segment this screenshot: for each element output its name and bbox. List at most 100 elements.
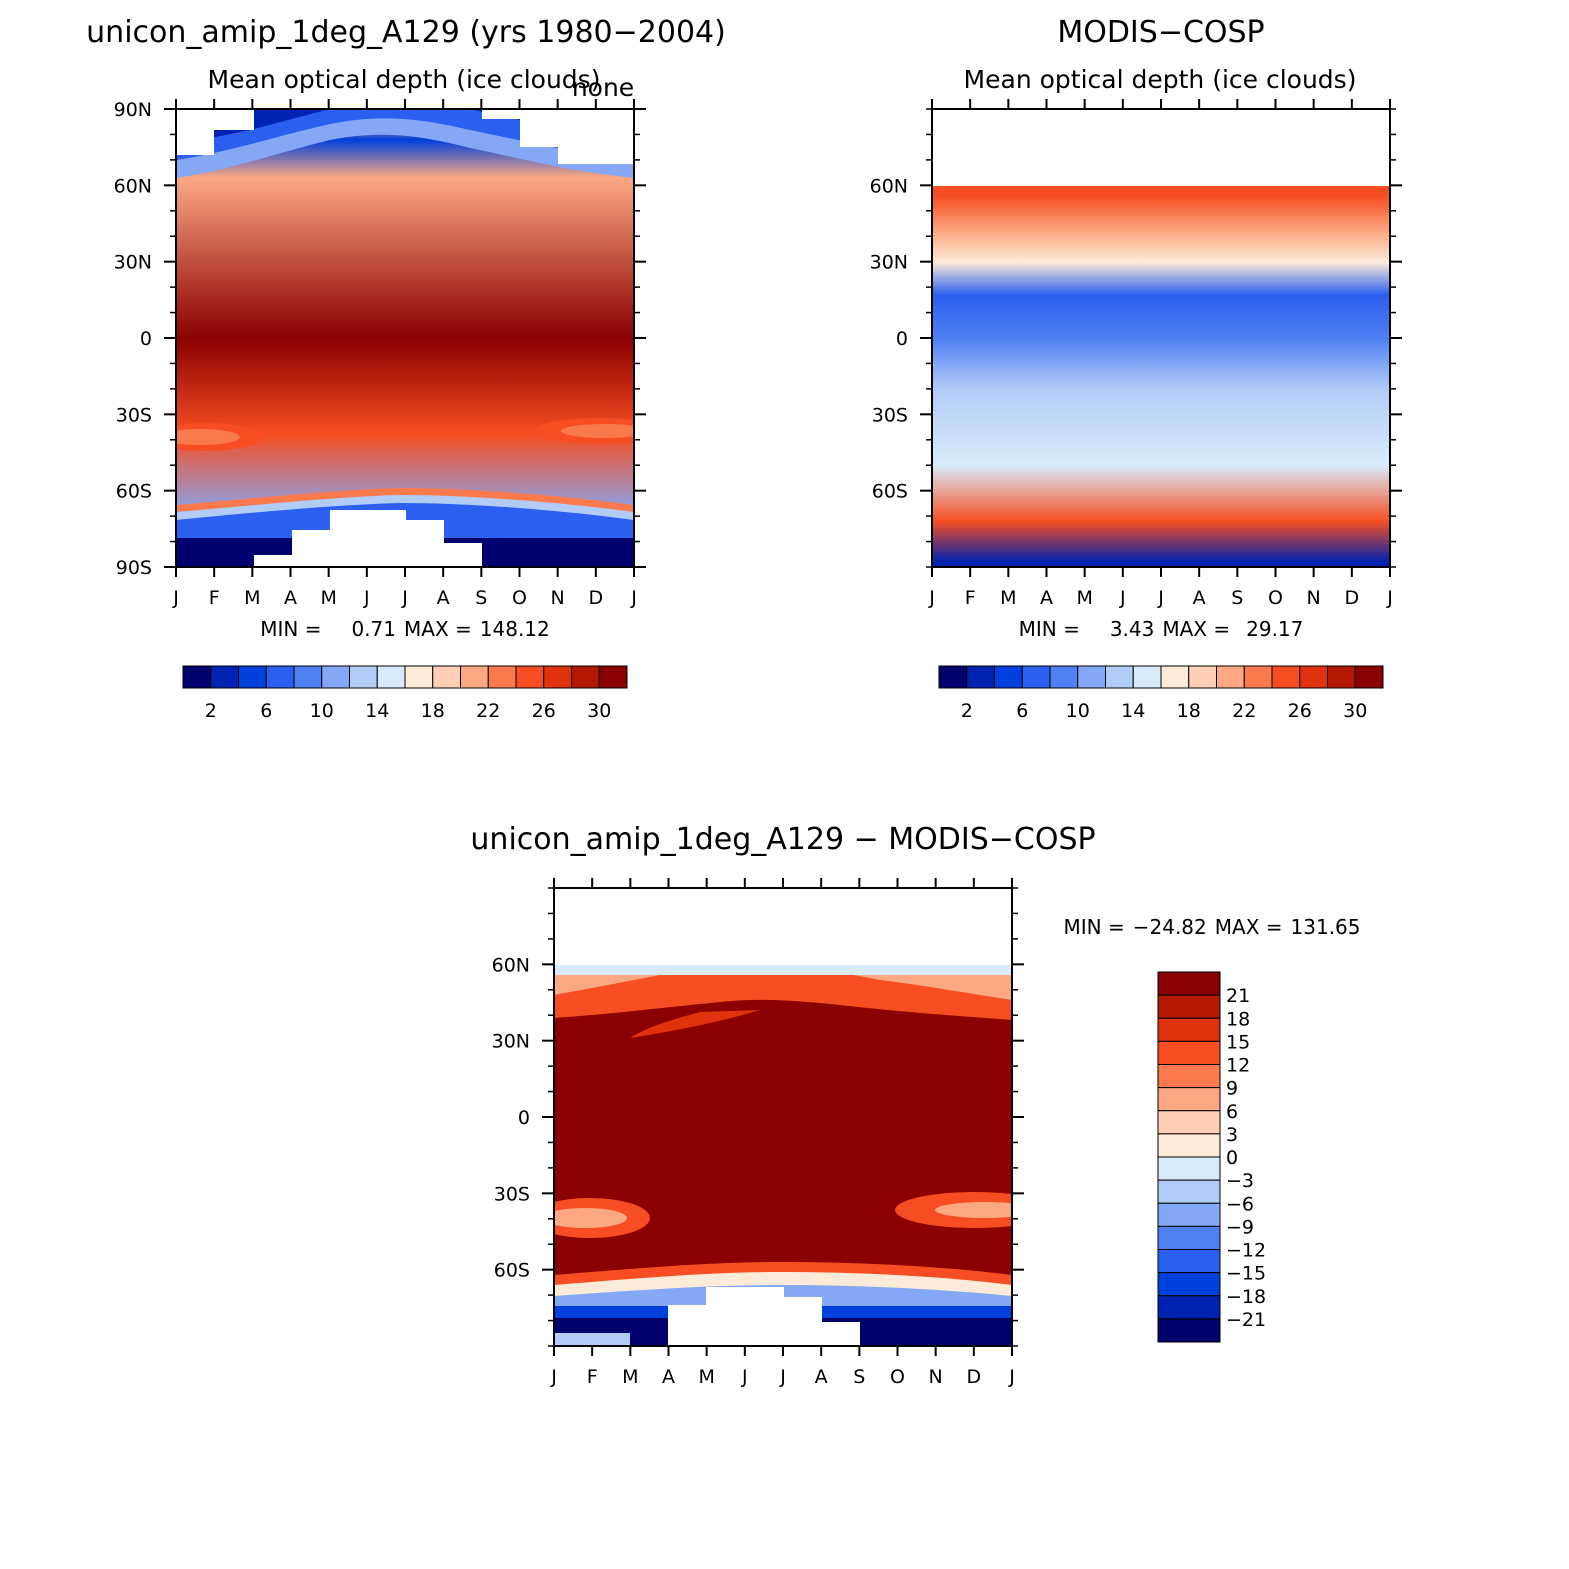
obs-xtick-label: J (1386, 587, 1393, 609)
obs-colorbar-box (1077, 665, 1106, 689)
diff-xtick-label: M (698, 1366, 714, 1388)
model-colorbar-box (293, 665, 323, 689)
obs-xtick-label: J (1157, 587, 1164, 609)
obs-ytick-label: 60N (870, 175, 908, 197)
diff-xtick-label: M (622, 1366, 638, 1388)
diff-colorbar-label: −6 (1226, 1193, 1254, 1215)
model-colorbar-box (598, 665, 628, 689)
obs-colorbar-box (1132, 665, 1162, 689)
model-colorbar-box (543, 665, 572, 689)
diff-nh-tongue (630, 1010, 760, 1038)
model-colorbar-box (376, 665, 406, 689)
diff-heatmap (554, 965, 1012, 1346)
model-panel: unicon_amip_1deg_A129 (yrs 1980−2004) Me… (86, 15, 726, 722)
model-colorbar-box (571, 665, 600, 689)
obs-max-value: 29.17 (1246, 617, 1303, 641)
obs-colorbar-label: 18 (1177, 700, 1201, 722)
model-colorbar-label: 18 (421, 700, 445, 722)
obs-colorbar-box (1105, 665, 1134, 689)
model-shmid-right-inner (561, 424, 634, 438)
obs-colorbar-label: 30 (1343, 700, 1367, 722)
model-title: unicon_amip_1deg_A129 (yrs 1980−2004) (86, 15, 726, 50)
obs-max-label: MAX = (1162, 617, 1230, 641)
obs-xtick-label: M (1000, 587, 1016, 609)
obs-title: MODIS−COSP (1057, 15, 1264, 50)
model-xtick-label: O (512, 587, 527, 609)
diff-colorbar-box (1157, 1156, 1221, 1181)
obs-minmax: MIN = 3.43 MAX = 29.17 (1019, 617, 1304, 641)
diff-xtick-label: A (662, 1366, 675, 1388)
model-subtitle: Mean optical depth (ice clouds) (208, 65, 601, 94)
obs-xtick-label: S (1231, 587, 1243, 609)
obs-colorbar-box (938, 665, 968, 689)
obs-min-label: MIN = (1019, 617, 1080, 641)
obs-xtick-label: M (1076, 587, 1092, 609)
obs-subtitle: Mean optical depth (ice clouds) (964, 65, 1357, 94)
diff-xtick-label: A (815, 1366, 828, 1388)
diff-colorbar-label: −12 (1226, 1240, 1266, 1262)
model-colorbar-label: 10 (310, 700, 334, 722)
diff-colorbar-box (1157, 1225, 1221, 1250)
obs-colorbar: 2 6 10 14 18 22 26 30 (938, 665, 1384, 722)
model-arctic-band-inner (176, 109, 634, 162)
obs-colorbar-box (1327, 665, 1356, 689)
diff-colorbar-label: 3 (1226, 1124, 1238, 1146)
model-xtick-label: F (209, 587, 220, 609)
obs-colorbar-box (1021, 665, 1051, 689)
model-max-value: 148.12 (480, 617, 550, 641)
diff-colorbar-label: 0 (1226, 1147, 1238, 1169)
model-shmid-left-inner (176, 429, 240, 445)
model-colorbar-label: 2 (205, 700, 217, 722)
diff-antarctic-missing (668, 1287, 860, 1346)
obs-colorbar-box (1216, 665, 1245, 689)
obs-colorbar-label: 10 (1066, 700, 1090, 722)
model-colorbar-box (487, 665, 517, 689)
diff-colorbar-label: −21 (1226, 1309, 1266, 1331)
obs-colorbar-box (1188, 665, 1217, 689)
model-min-label: MIN = (260, 617, 321, 641)
model-xtick-label: J (401, 587, 408, 609)
obs-ytick-label: 60S (872, 481, 908, 503)
model-colorbar-box (349, 665, 378, 689)
diff-min-label: MIN = (1064, 915, 1125, 939)
obs-colorbar-box (1271, 665, 1301, 689)
diff-colorbar-label: 9 (1226, 1078, 1238, 1100)
model-colorbar-label: 26 (532, 700, 556, 722)
diff-ytick-label: 0 (518, 1107, 530, 1129)
diff-colorbar-label: −3 (1226, 1170, 1254, 1192)
obs-field (932, 186, 1390, 567)
model-colorbar-box (404, 665, 434, 689)
obs-colorbar-box (1243, 665, 1273, 689)
diff-colorbar-box (1157, 1202, 1221, 1227)
diff-colorbar-label: 18 (1226, 1008, 1250, 1030)
obs-axes: J F M A M J J A S O N D J 60N 30N 0 30S 60S (870, 99, 1402, 609)
diff-colorbar-label: 12 (1226, 1055, 1250, 1077)
diff-colorbar-box (1157, 971, 1221, 996)
model-xtick-label: M (320, 587, 336, 609)
model-ytick-label: 60N (114, 175, 152, 197)
model-ytick-label: 30S (116, 404, 152, 426)
obs-xtick-label: N (1307, 587, 1321, 609)
diff-colorbar-box (1157, 1179, 1221, 1204)
diff-colorbar-box (1157, 1064, 1221, 1089)
diff-colorbar-box (1157, 1249, 1221, 1274)
diff-axes: J F M A M J J A S O N D J 60N 30N 0 30S 60S (492, 878, 1024, 1388)
diff-max-label: MAX = (1215, 915, 1283, 939)
obs-xtick-label: A (1193, 587, 1206, 609)
obs-ytick-label: 30N (870, 252, 908, 274)
obs-ytick-label: 30S (872, 404, 908, 426)
obs-panel: MODIS−COSP Mean optical depth (ice cloud… (870, 15, 1402, 722)
obs-xtick-label: J (1119, 587, 1126, 609)
obs-colorbar-box (1354, 665, 1384, 689)
diff-xtick-label: N (929, 1366, 943, 1388)
diff-xtick-label: O (890, 1366, 905, 1388)
diff-xtick-label: S (853, 1366, 865, 1388)
model-ytick-label: 60S (116, 481, 152, 503)
diff-colorbar-box (1157, 1040, 1221, 1065)
model-colorbar-label: 30 (587, 700, 611, 722)
diff-min-value: −24.82 (1133, 915, 1207, 939)
model-arctic-missing-left (176, 109, 254, 155)
model-ytick-label: 0 (140, 328, 152, 350)
model-ytick-label: 30N (114, 252, 152, 274)
